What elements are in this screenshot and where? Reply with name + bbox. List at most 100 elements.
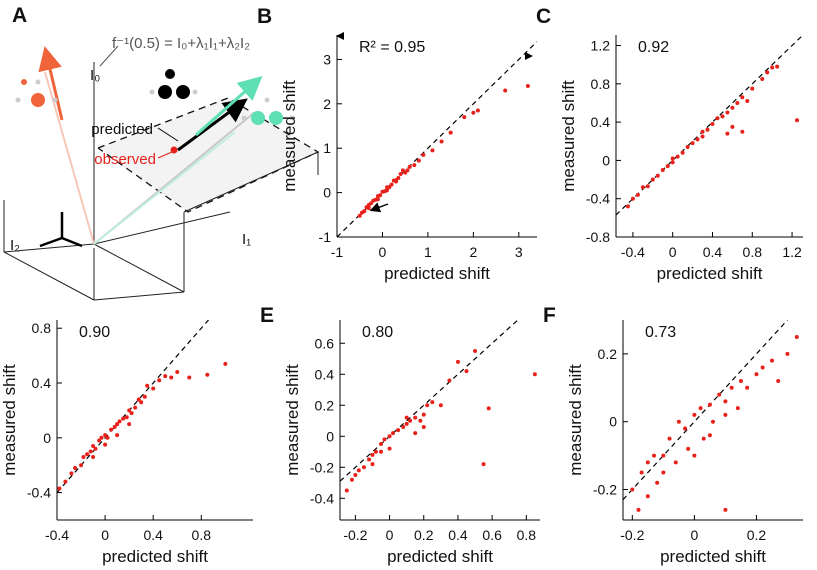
point xyxy=(720,114,725,119)
point xyxy=(660,167,665,172)
point xyxy=(91,454,96,459)
x-tick-label: -1 xyxy=(331,244,344,260)
x-tick-label: 0.8 xyxy=(743,244,763,260)
point xyxy=(705,127,710,132)
point xyxy=(723,507,728,512)
x-tick-label: 0.4 xyxy=(703,244,723,260)
y-tick-label: 0 xyxy=(323,185,331,201)
point xyxy=(707,433,712,438)
point xyxy=(378,193,383,198)
panel-label: B xyxy=(257,5,272,28)
marker-arrowhead xyxy=(525,52,533,60)
panel-label: C xyxy=(536,5,551,28)
point xyxy=(750,86,755,91)
point xyxy=(473,349,478,354)
x-tick-label: 0 xyxy=(669,244,677,260)
y-axis-label: measured shift xyxy=(283,364,302,476)
y-tick-label: -0.2 xyxy=(310,459,334,475)
annotation: 0.80 xyxy=(362,324,393,341)
point xyxy=(379,442,384,447)
x-tick-label: 0.4 xyxy=(448,527,468,543)
point xyxy=(400,168,405,173)
point xyxy=(139,400,144,405)
point xyxy=(745,99,750,104)
point xyxy=(661,470,666,475)
y-tick-label: 0 xyxy=(326,428,334,444)
point xyxy=(163,374,168,379)
point xyxy=(715,116,720,121)
point xyxy=(389,182,394,187)
x-tick-label: 0.2 xyxy=(747,527,767,543)
point xyxy=(655,480,660,485)
point xyxy=(151,386,156,391)
y-tick-label: 0.4 xyxy=(591,114,611,130)
point xyxy=(412,163,417,168)
panel: -1 0 1 2 3 -1 0 1 2 3 predicted shift measured shif… xyxy=(257,5,537,283)
point xyxy=(754,372,759,377)
x-tick-label: 0.6 xyxy=(482,527,502,543)
point xyxy=(396,428,401,433)
y-tick-label: 0.8 xyxy=(591,76,611,92)
point xyxy=(652,453,657,458)
leader xyxy=(99,45,119,67)
point xyxy=(670,156,675,161)
point xyxy=(725,110,730,115)
point xyxy=(525,84,530,89)
point xyxy=(205,372,210,377)
point xyxy=(103,442,108,447)
x-tick-label: 0.4 xyxy=(143,527,163,543)
point xyxy=(413,431,418,436)
point xyxy=(645,460,650,465)
point xyxy=(407,164,412,169)
point xyxy=(645,184,650,189)
point xyxy=(430,148,435,153)
y-tick-label: 1 xyxy=(323,140,331,156)
point xyxy=(127,408,132,413)
point xyxy=(676,419,681,424)
formula: f⁻¹(0.5) = I₀+λ₁I₁+λ₂I₂ xyxy=(112,35,250,52)
panel: -0.2 0 0.2 -0.2 0 0.2 predicted shift measured … xyxy=(543,304,803,566)
point xyxy=(353,473,358,478)
panel-label: F xyxy=(543,304,556,327)
y-tick-label: 0 xyxy=(609,414,617,430)
point xyxy=(349,477,354,482)
x-tick-label: 3 xyxy=(515,244,523,260)
x-tick-label: 0 xyxy=(379,244,387,260)
point xyxy=(117,419,122,424)
point xyxy=(532,372,537,377)
point xyxy=(344,488,349,493)
x-tick-label: 0 xyxy=(386,527,394,543)
annotation: 0.73 xyxy=(645,324,676,341)
stimulus-black xyxy=(149,69,198,99)
point xyxy=(387,434,392,439)
point xyxy=(661,453,666,458)
point xyxy=(413,415,418,420)
point xyxy=(425,403,430,408)
point xyxy=(455,359,460,364)
y-tick-label: 0.4 xyxy=(315,366,335,382)
point xyxy=(88,449,93,454)
point xyxy=(707,402,712,407)
point xyxy=(685,145,690,150)
point xyxy=(356,468,361,473)
point xyxy=(401,424,406,429)
predicted-label: predicted xyxy=(91,121,153,138)
annotation: R² = 0.95 xyxy=(359,39,425,56)
point xyxy=(776,379,781,384)
y-tick-label: 0.4 xyxy=(32,375,52,391)
y-tick-label: 0.6 xyxy=(315,335,335,351)
point xyxy=(105,435,110,440)
point xyxy=(700,129,705,134)
arrow-black xyxy=(177,98,248,152)
point xyxy=(740,95,745,100)
point xyxy=(157,378,162,383)
point xyxy=(115,433,120,438)
point xyxy=(421,152,426,157)
panel-label: A xyxy=(12,4,27,27)
point xyxy=(690,141,695,146)
annotation: 0.92 xyxy=(638,39,669,56)
point xyxy=(630,196,635,201)
pointer-arrow xyxy=(369,202,389,213)
point xyxy=(439,139,444,144)
